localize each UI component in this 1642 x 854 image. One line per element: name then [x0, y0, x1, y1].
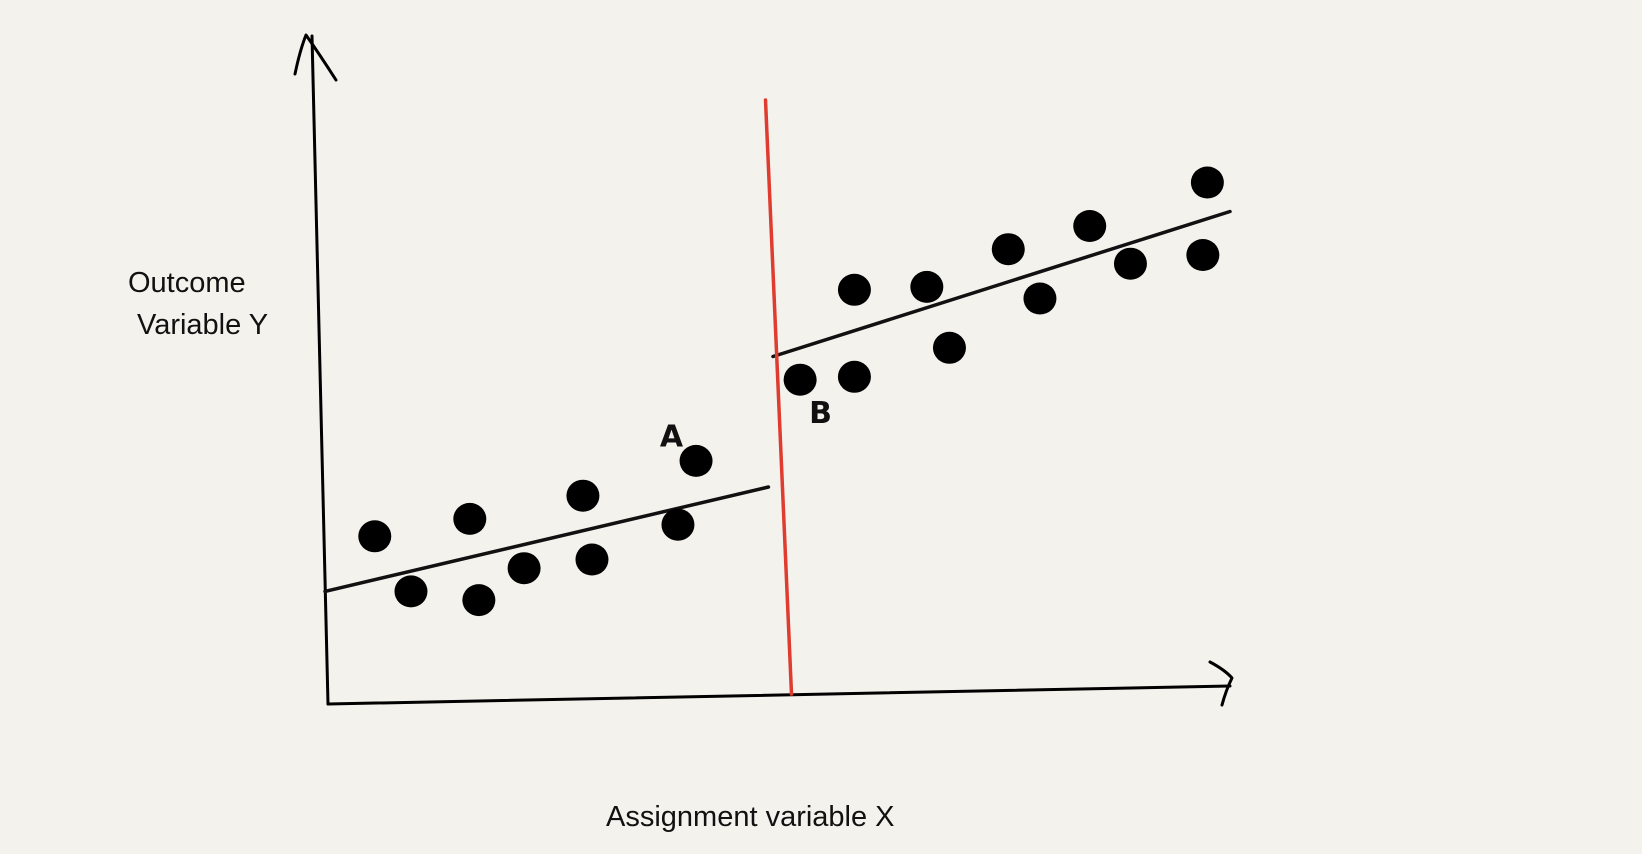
data-point-below-5: [507, 552, 541, 585]
data-point-below-3: [453, 502, 487, 535]
data-point-above-9: [1113, 247, 1147, 280]
data-points: [358, 166, 1224, 617]
data-point-above-1: [783, 363, 817, 396]
cutoff-line: [763, 98, 794, 696]
fit-lines: [323, 209, 1232, 594]
y-axis-arrowhead: [293, 33, 338, 82]
y-axis-label-line-1: Outcome: [128, 267, 246, 299]
data-point-below-8: [661, 508, 695, 541]
cutoff-group: [763, 98, 794, 696]
data-point-above-4: [910, 270, 944, 303]
x-axis-label: Assignment variable X: [606, 801, 895, 833]
data-point-below-2: [394, 575, 428, 608]
y-axis: [310, 34, 330, 706]
data-point-above-2: [837, 360, 871, 393]
data-point-below-7: [575, 543, 609, 576]
annotations: AB: [660, 396, 832, 454]
fit-line-above-cutoff: [771, 209, 1232, 359]
y-axis-label-line-2: Variable Y: [137, 309, 268, 341]
data-point-below-6: [566, 479, 600, 512]
data-point-above-3: [837, 273, 871, 306]
annotation-b: B: [809, 396, 832, 431]
data-point-below-4: [462, 584, 496, 617]
data-point-above-10: [1186, 239, 1220, 271]
data-point-above-6: [991, 233, 1025, 266]
x-axis-arrowhead: [1208, 660, 1234, 707]
annotation-a: A: [660, 419, 684, 454]
data-point-above-7: [1023, 282, 1057, 315]
axis-labels: Outcome Variable Y Assignment variable X: [128, 267, 895, 833]
axes: [293, 33, 1234, 707]
data-point-above-11: [1190, 166, 1224, 199]
x-axis: [326, 684, 1232, 706]
data-point-below-1: [358, 520, 392, 553]
data-point-above-8: [1073, 210, 1107, 242]
data-point-above-5: [932, 331, 966, 364]
fit-line-below-cutoff: [323, 485, 771, 594]
data-point-below-9: [679, 444, 713, 477]
